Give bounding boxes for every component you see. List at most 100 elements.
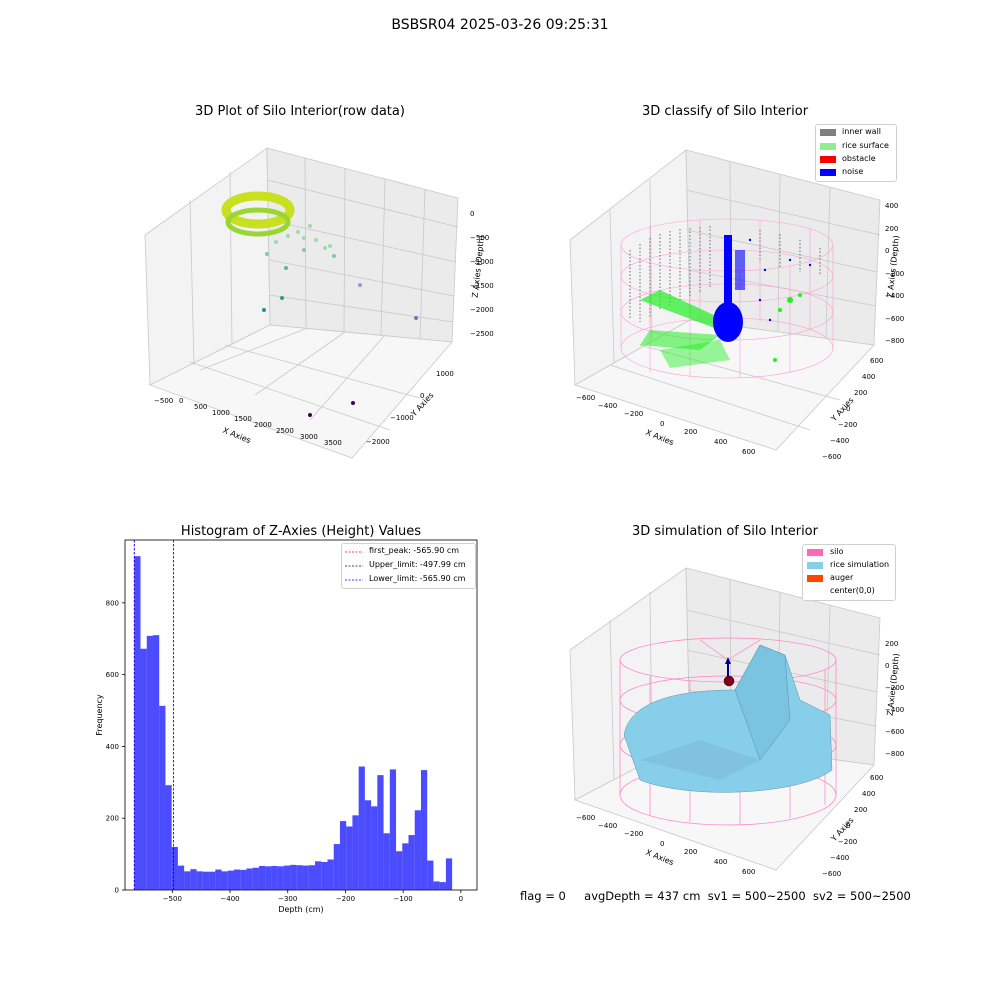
legend-label-center: center(0,0)	[830, 586, 875, 595]
classify-y-ticks: 600 400 200 0 −200 −400 −600	[822, 357, 884, 461]
histogram-y-label: Frequency	[95, 694, 104, 736]
legend-first-peak: first_peak: -565.90 cm	[369, 546, 460, 555]
histogram-bar	[265, 866, 272, 890]
histogram-bar	[302, 865, 309, 890]
legend-swatch-auger	[807, 575, 823, 582]
histogram-x-tick-label: −200	[336, 895, 355, 903]
raw-plot-title: 3D Plot of Silo Interior(row data)	[195, 104, 405, 119]
classify-plot-title: 3D classify of Silo Interior	[641, 104, 809, 119]
classify-z-ticks: 400 200 0 −200 −400 −600 −800	[885, 202, 905, 345]
histogram-bar	[339, 821, 347, 890]
histogram-bar	[258, 865, 266, 890]
simulation-auger	[723, 657, 735, 687]
raw-outlier-points	[262, 224, 418, 417]
histogram-bar	[152, 635, 160, 890]
histogram-bar	[315, 861, 322, 890]
histogram-bar	[202, 871, 210, 890]
histogram-x-label: Depth (cm)	[278, 905, 323, 914]
histogram-bar	[184, 871, 191, 890]
histogram-bar	[333, 844, 340, 890]
histogram-bar	[414, 810, 421, 890]
histogram-bar	[134, 556, 141, 890]
raw-point-ring	[221, 191, 295, 237]
simulation-y-ticks: 600 400 200 0 −200 −400 −600	[822, 774, 884, 878]
classify-x-ticks: −600 −400 −200 0 200 400 600	[576, 394, 756, 456]
histogram-bar	[171, 846, 178, 890]
histogram-bar	[140, 648, 147, 890]
raw-y-tick-3: −2000	[366, 438, 390, 446]
legend-swatch-rice-simulation	[807, 562, 823, 569]
histogram-y-tick-label: 600	[106, 671, 119, 679]
histogram-bar	[308, 865, 316, 890]
status-sv1: sv1 = 500~2500	[707, 889, 806, 903]
histogram-bar	[221, 871, 228, 890]
histogram-bar	[433, 881, 440, 890]
histogram-bar	[215, 869, 222, 890]
raw-x-ticks: −500 0 500 1000 1500 2000 2500 3000 3500	[154, 397, 342, 447]
histogram-bar	[371, 806, 378, 890]
legend-swatch-silo	[807, 549, 823, 556]
legend-swatch-obstacle	[820, 156, 836, 163]
raw-3d-box	[144, 147, 459, 459]
histogram-bar	[227, 870, 235, 890]
histogram-bar	[352, 815, 359, 890]
legend-label-rice-surface: rice surface	[842, 141, 889, 150]
simulation-z-ticks: 200 0 −200 −400 −600 −800	[885, 640, 905, 758]
histogram-bar	[209, 871, 216, 890]
histogram-bar	[277, 866, 284, 890]
histogram-bar	[165, 785, 172, 890]
legend-swatch-noise	[820, 169, 836, 176]
histogram-bar	[439, 882, 446, 890]
histogram-y-tick-label: 200	[106, 815, 119, 823]
status-avg-depth: avgDepth = 437 cm	[584, 889, 701, 903]
histogram-bar	[290, 864, 297, 890]
raw-y-tick-2: −1000	[390, 414, 414, 422]
histogram-bar	[177, 865, 185, 890]
simulation-rice-surface	[623, 644, 833, 793]
histogram-x-tick-label: −500	[163, 895, 182, 903]
histogram-legend: first_peak: -565.90 cm Upper_limit: -497…	[341, 543, 476, 589]
legend-lower-limit: Lower_limit: -565.90 cm	[369, 574, 466, 583]
histogram-x-tick-label: −400	[220, 895, 239, 903]
histogram-bar	[420, 770, 428, 890]
histogram-bar	[346, 826, 353, 890]
simulation-legend: silo rice simulation auger center(0,0)	[802, 544, 896, 601]
histogram-bar	[240, 869, 247, 890]
histogram-bar	[196, 871, 203, 890]
histogram-bar	[246, 868, 253, 890]
histogram-bar	[234, 869, 241, 890]
histogram-x-tick-label: −100	[394, 895, 413, 903]
histogram-bar	[408, 835, 415, 890]
legend-swatch-rice-surface	[820, 143, 836, 150]
legend-label-auger: auger	[830, 573, 854, 582]
histogram-x-tick-label: 0	[459, 895, 463, 903]
status-line: flag = 0 avgDepth = 437 cm sv1 = 500~250…	[520, 889, 911, 903]
histogram-bar	[396, 851, 403, 890]
histogram-y-tick-label: 400	[106, 743, 119, 751]
status-flag: flag = 0	[520, 889, 566, 903]
legend-label-obstacle: obstacle	[842, 154, 876, 163]
status-sv2: sv2 = 500~2500	[812, 889, 911, 903]
classify-noise-points	[713, 235, 812, 342]
histogram-title: Histogram of Z-Axies (Height) Values	[180, 524, 422, 539]
histogram-bar	[146, 635, 153, 890]
classify-rice-surface-points	[640, 290, 802, 368]
histogram-bar	[252, 867, 259, 890]
histogram-bar	[271, 865, 278, 890]
figure-title: BSBSR04 2025-03-26 09:25:31	[391, 17, 609, 33]
raw-z-ticks: 0 −500 −1000 −1500 −2000 −2500	[470, 210, 494, 338]
histogram-bar	[283, 865, 291, 890]
classify-legend: inner wall rice surface obstacle noise	[815, 124, 897, 182]
legend-swatch-inner-wall	[820, 129, 836, 136]
histogram-bar	[190, 869, 197, 890]
legend-label-inner-wall: inner wall	[842, 127, 882, 136]
legend-label-silo: silo	[830, 547, 844, 556]
histogram-bar	[296, 865, 303, 890]
histogram-bar	[445, 858, 453, 890]
histogram-bar	[427, 860, 434, 890]
histogram-bar	[389, 769, 397, 890]
histogram-bar	[377, 775, 384, 890]
